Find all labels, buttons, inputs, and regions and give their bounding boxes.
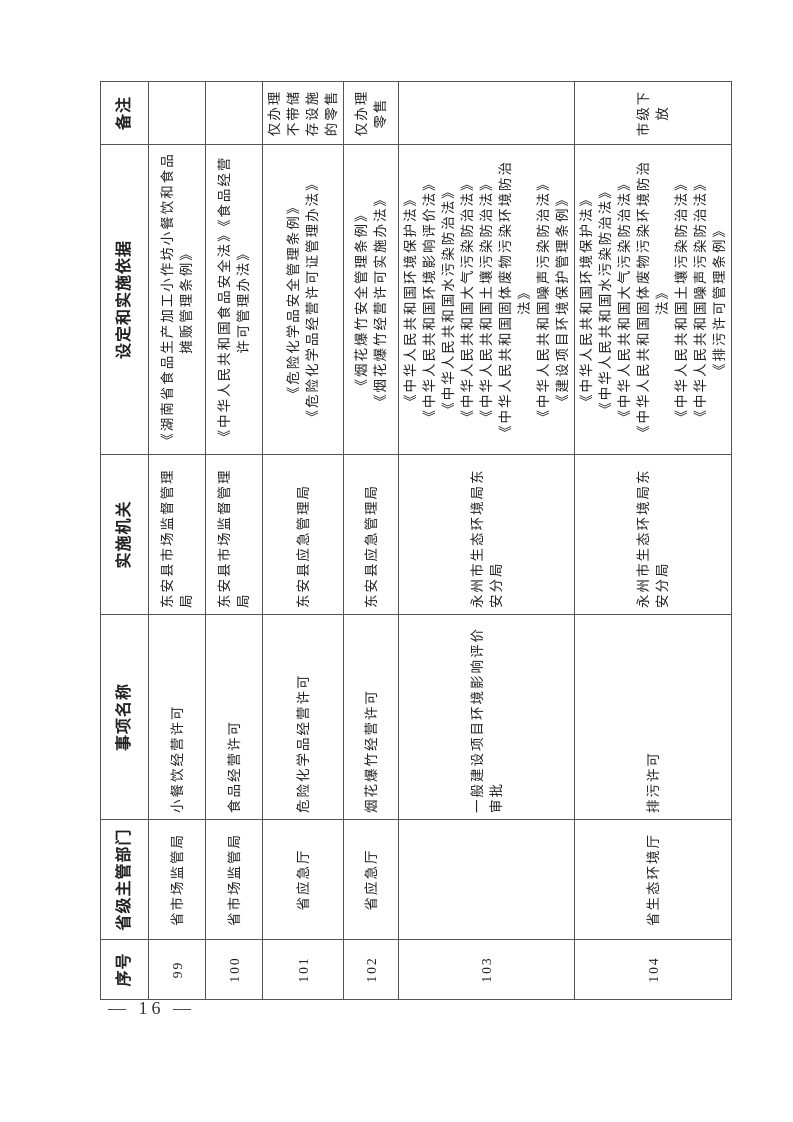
basis-law: 《中华人民共和国大气污染防治法》 [460, 175, 475, 424]
table-row: 103 一般建设项目环境影响评价审批 永州市生态环境局东安分局 《中华人民共和国环境保… [398, 81, 575, 1000]
remark: 市级下放 [574, 81, 732, 145]
item-name: 烟花爆竹经营许可 [343, 614, 399, 820]
item-name: 食品经营许可 [205, 614, 263, 820]
row-number: 104 [574, 939, 732, 1000]
legal-basis: 《烟花爆竹安全管理条例》 《烟花爆竹经营许可实施办法》 [343, 144, 399, 455]
implementing-agency: 永州市生态环境局东安分局 [574, 454, 732, 615]
table-row: 101 省应急厅 危险化学品经营许可 东安县应急管理局 《危险化学品安全管理条例》 《危险… [262, 81, 344, 1000]
basis-law: 《中华人民共和国环境保护法》 [579, 191, 594, 408]
provincial-dept: 省市场监管局 [148, 819, 206, 940]
row-number: 99 [148, 939, 206, 1000]
header-dept: 省级主管部门 [100, 819, 149, 940]
header-no: 序号 [100, 939, 149, 1000]
provincial-dept: 省应急厅 [262, 819, 344, 940]
header-basis: 设定和实施依据 [100, 144, 149, 455]
table-row: 102 省应急厅 烟花爆竹经营许可 东安县应急管理局 《烟花爆竹安全管理条例》 《烟花爆竹… [343, 81, 399, 1000]
legal-basis: 《湖南省食品生产加工小作坊小餐饮和食品摊贩管理条例》 [148, 144, 206, 455]
item-name: 小餐饮经营许可 [148, 614, 206, 820]
item-name: 一般建设项目环境影响评价审批 [398, 614, 575, 820]
basis-law: 《中华人民共和国水污染防治法》 [598, 183, 613, 416]
basis-law: 《中华人民共和国噪声污染防治法》 [536, 175, 551, 424]
provincial-dept: 省生态环境厅 [574, 819, 732, 940]
basis-law: 《建设项目环境保护管理条例》 [555, 191, 570, 408]
basis-law: 《危险化学品经营许可证管理办法》 [305, 175, 320, 424]
implementing-agency: 永州市生态环境局东安分局 [398, 454, 575, 615]
basis-law: 《湖南省食品生产加工小作坊小餐饮和食品摊贩管理条例》 [160, 152, 194, 447]
row-number: 100 [205, 939, 263, 1000]
implementing-agency: 东安县应急管理局 [262, 454, 344, 615]
table-row: 99 省市场监管局 小餐饮经营许可 东安县市场监督管理局 《湖南省食品生产加工小作坊小餐… [148, 81, 206, 1000]
basis-law: 《中华人民共和国水污染防治法》 [441, 183, 456, 416]
legal-basis: 《危险化学品安全管理条例》 《危险化学品经营许可证管理办法》 [262, 144, 344, 455]
remark [398, 81, 575, 145]
basis-law: 《中华人民共和国土壤污染防治法》 [674, 175, 689, 424]
table-row: 104 省生态环境厅 排污许可 永州市生态环境局东安分局 《中华人民共和国环境保护法》《… [574, 81, 732, 1000]
provincial-dept [398, 819, 575, 940]
legal-basis: 《中华人民共和国环境保护法》 《中华人民共和国水污染防治法》 《中华人民共和国大气污… [574, 144, 732, 455]
provincial-dept: 省应急厅 [343, 819, 399, 940]
basis-law: 《中华人民共和国环境影响评价法》 [422, 175, 437, 424]
remark [148, 81, 206, 145]
implementing-agency: 东安县市场监督管理局 [148, 454, 206, 615]
implementing-agency: 东安县市场监督管理局 [205, 454, 263, 615]
header-row: 序号 省级主管部门 事项名称 实施机关 设定和实施依据 备注 [100, 81, 149, 1000]
remark: 仅办理零售 [343, 81, 399, 145]
basis-law: 《排污许可管理条例》 [712, 222, 727, 377]
rotated-table-wrapper: 序号 省级主管部门 事项名称 实施机关 设定和实施依据 备注 99 省市场监管局小… [100, 81, 732, 1000]
permit-table: 序号 省级主管部门 事项名称 实施机关 设定和实施依据 备注 99 省市场监管局小… [100, 81, 732, 1000]
basis-law: 《中华人民共和国固体废物污染环境防治法》 [498, 160, 532, 439]
basis-law: 《中华人民共和国大气污染防治法》 [617, 175, 632, 424]
basis-law: 《烟花爆竹安全管理条例》 [354, 206, 369, 393]
item-name: 排污许可 [574, 614, 732, 820]
header-agency: 实施机关 [100, 454, 149, 615]
remark [205, 81, 263, 145]
basis-law: 《中华人民共和国食品安全法》《食品经营许可管理办法》 [217, 155, 251, 444]
basis-law: 《烟花爆竹经营许可实施办法》 [373, 191, 388, 408]
header-item: 事项名称 [100, 614, 149, 820]
basis-law: 《中华人民共和国环境保护法》 [403, 191, 418, 408]
item-name: 危险化学品经营许可 [262, 614, 344, 820]
header-note: 备注 [100, 81, 149, 145]
table-row: 100 省市场监管局 食品经营许可 东安县市场监督管理局 《中华人民共和国食品安全法》《… [205, 81, 263, 1000]
legal-basis: 《中华人民共和国食品安全法》《食品经营许可管理办法》 [205, 144, 263, 455]
implementing-agency: 东安县应急管理局 [343, 454, 399, 615]
basis-law: 《危险化学品安全管理条例》 [286, 198, 301, 401]
legal-basis: 《中华人民共和国环境保护法》 《中华人民共和国环境影响评价法》 《中华人民共和国水污… [398, 144, 575, 455]
basis-law: 《中华人民共和国固体废物污染环境防治法》 [636, 160, 670, 439]
provincial-dept: 省市场监管局 [205, 819, 263, 940]
row-number: 103 [398, 939, 575, 1000]
basis-law: 《中华人民共和国土壤污染防治法》 [479, 175, 494, 424]
remark: 仅办理不带储存设施的零售 [262, 81, 344, 145]
basis-law: 《中华人民共和国噪声污染防治法》 [693, 175, 708, 424]
row-number: 101 [262, 939, 344, 1000]
row-number: 102 [343, 939, 399, 1000]
page-number: — 16 — [108, 998, 195, 1018]
